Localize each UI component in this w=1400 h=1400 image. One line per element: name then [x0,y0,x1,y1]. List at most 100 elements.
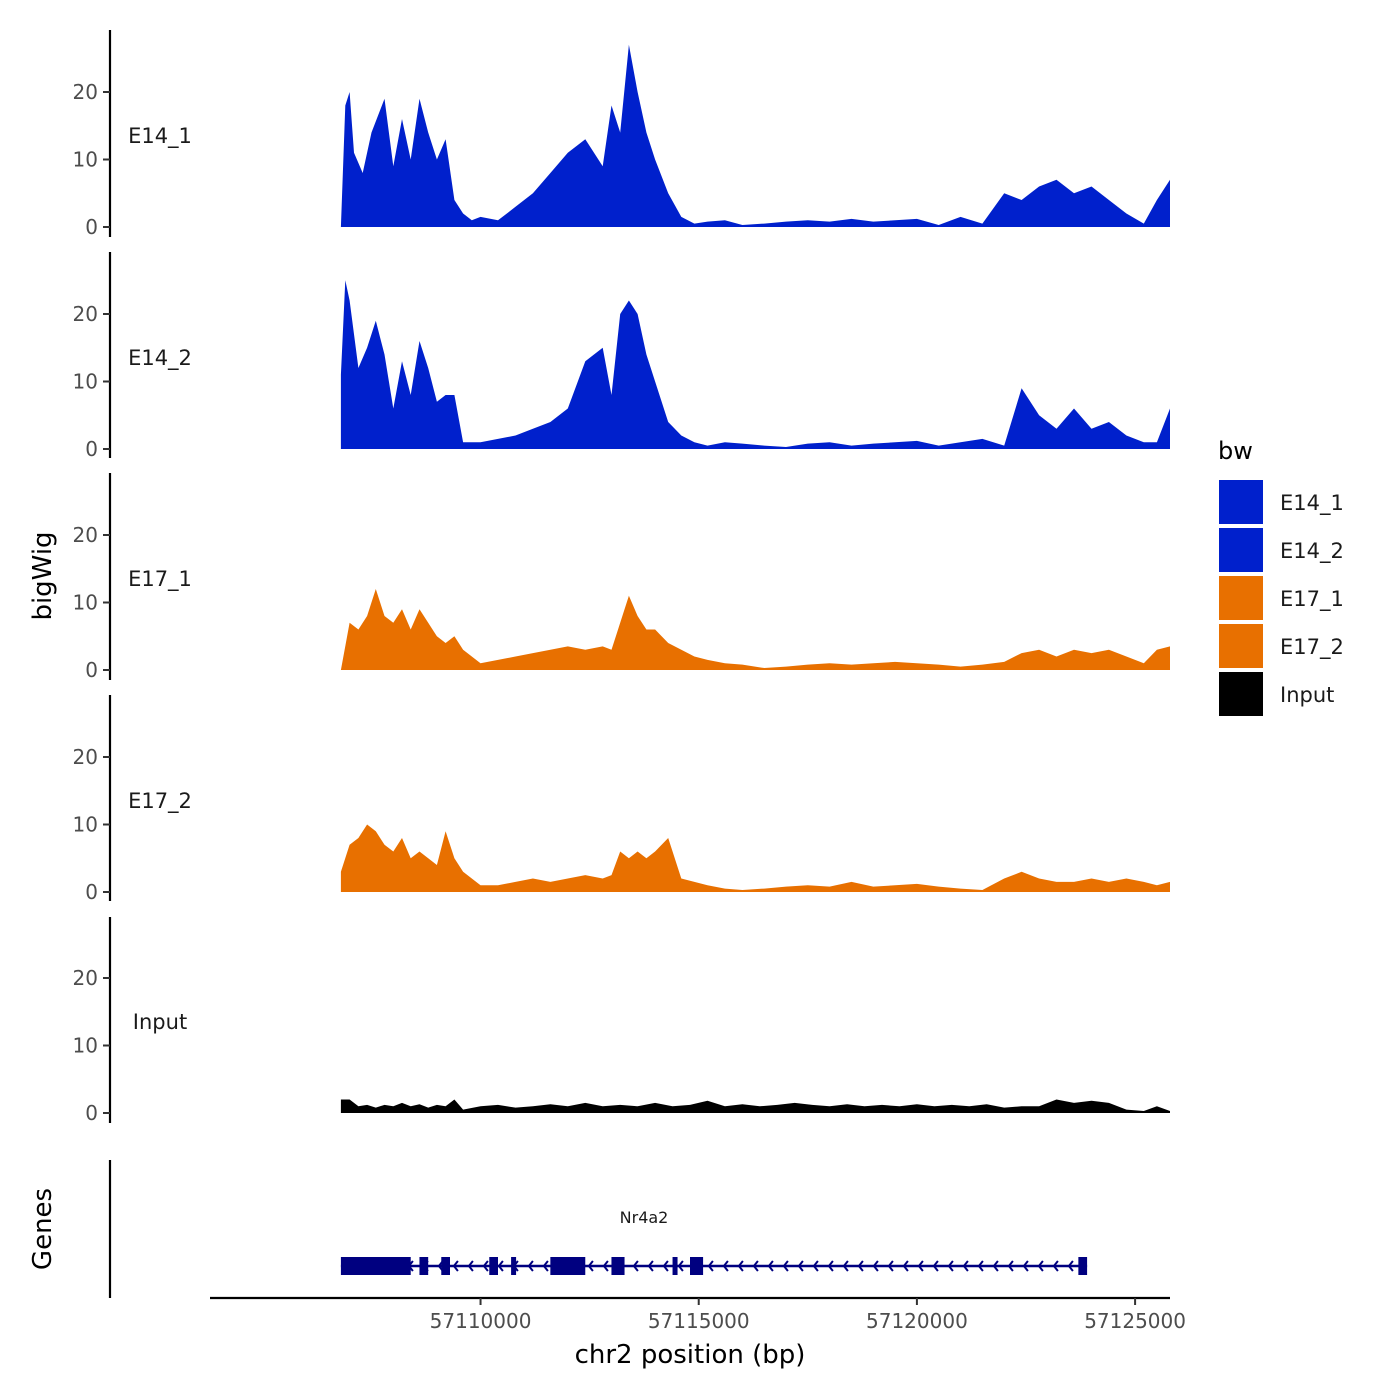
legend-label-Input: Input [1280,683,1334,707]
gene-models: Nr4a2 [340,1208,1088,1275]
gene-label: Nr4a2 [620,1208,669,1227]
legend-swatch-Input [1219,672,1263,716]
strand-arrow [482,1260,489,1272]
track-label-E17_1: E17_1 [128,567,192,592]
strand-arrow [722,1260,729,1272]
strand-arrow [527,1260,534,1272]
legend-items: E14_1 E14_2 E17_1 E17_2 Input [1219,480,1344,716]
legend-label-E17_1: E17_1 [1280,587,1344,612]
legend-title: bw [1218,437,1253,465]
y-tick-label-E14_2-10: 10 [73,370,98,394]
strand-arrow [587,1260,594,1272]
strand-arrow [632,1260,639,1272]
strand-arrow [677,1260,684,1272]
signal-area-Input [340,1099,1170,1113]
y-tick-label-E14_2-20: 20 [73,302,98,326]
y-tick-label-E17_2-20: 20 [73,745,98,769]
strand-arrow [962,1260,969,1272]
signal-area-E14_2 [340,280,1170,449]
strand-arrow [932,1260,939,1272]
exon-10 [1078,1257,1088,1275]
genes-axis-title: Genes [28,1188,58,1270]
x-axis-ticks: 57110000 57115000 57120000 57125000 [430,1298,1186,1333]
exon-6 [550,1257,586,1275]
strand-arrow [542,1260,549,1272]
strand-arrow [602,1260,609,1272]
x-tick-label-57115000: 57115000 [648,1309,750,1333]
y-axis-title: bigWig [28,531,58,620]
legend: bw E14_1 E14_2 E17_1 E17_2 Input [1218,437,1344,716]
legend-label-E17_2: E17_2 [1280,635,1344,660]
track-E14_2: 0 10 20 E14_2 [73,252,1170,461]
strand-arrow [1007,1260,1014,1272]
strand-arrow [467,1260,474,1272]
y-tick-label-E14_1-10: 10 [73,148,98,172]
track-E14_1: 0 10 20 E14_1 [73,30,1170,239]
y-tick-label-E14_1-0: 0 [85,215,98,239]
strand-arrow [497,1260,504,1272]
strand-arrow [917,1260,924,1272]
x-tick-label-57125000: 57125000 [1084,1309,1186,1333]
legend-swatch-E17_2 [1219,624,1263,668]
strand-arrow [767,1260,774,1272]
legend-label-E14_1: E14_1 [1280,491,1344,516]
strand-arrow [992,1260,999,1272]
y-tick-label-E14_1-20: 20 [73,80,98,104]
y-tick-label-E14_2-0: 0 [85,437,98,461]
track-label-Input: Input [133,1010,187,1034]
strand-arrow [782,1260,789,1272]
x-tick-label-57110000: 57110000 [430,1309,532,1333]
y-tick-label-Input-0: 0 [85,1101,98,1125]
gene-panel: Nr4a2 [108,1160,1088,1298]
y-tick-label-E17_1-20: 20 [73,523,98,547]
signal-area-E17_2 [340,824,1170,892]
x-tick-label-57120000: 57120000 [866,1309,968,1333]
strand-arrow [752,1260,759,1272]
y-tick-label-E17_1-10: 10 [73,591,98,615]
strand-arrow [1052,1260,1059,1272]
exon-4 [489,1257,498,1275]
strand-arrow [647,1260,654,1272]
x-axis-title: chr2 position (bp) [575,1340,806,1370]
exon-2 [419,1257,429,1275]
track-Input: 0 10 20 Input [73,917,1170,1125]
exon-7 [611,1257,625,1275]
track-E17_1: 0 10 20 E17_1 [73,473,1170,682]
y-tick-label-E17_2-10: 10 [73,813,98,837]
y-tick-label-Input-10: 10 [73,1034,98,1058]
strand-arrow [872,1260,879,1272]
exon-5 [511,1257,517,1275]
exon-9 [690,1257,704,1275]
strand-arrow [662,1260,669,1272]
exon-8 [672,1257,678,1275]
x-axis: 57110000 57115000 57120000 57125000 [210,1296,1186,1333]
strand-arrow [737,1260,744,1272]
gene-Nr4a2: Nr4a2 [340,1208,1088,1275]
strand-arrow [452,1260,459,1272]
legend-swatch-E14_1 [1219,480,1263,524]
exon-1 [340,1257,411,1275]
strand-arrow [707,1260,714,1272]
strand-arrow [1022,1260,1029,1272]
track-label-E17_2: E17_2 [128,789,192,814]
strand-arrow [947,1260,954,1272]
strand-arrow [842,1260,849,1272]
y-tick-label-Input-20: 20 [73,966,98,990]
exon-3 [441,1257,450,1275]
legend-label-E14_2: E14_2 [1280,539,1344,564]
strand-arrow [902,1260,909,1272]
y-tick-label-E17_2-0: 0 [85,880,98,904]
strand-arrow [857,1260,864,1272]
strand-arrow [812,1260,819,1272]
signal-area-E14_1 [340,44,1170,227]
strand-arrow [1067,1260,1074,1272]
strand-arrow [797,1260,804,1272]
strand-arrow [977,1260,984,1272]
strand-arrow [827,1260,834,1272]
signal-tracks: 0 10 20 E14_1 0 10 20 E14_2 0 10 20 E17_1 0 10 20 E17_2… [73,30,1170,1125]
strand-arrow [887,1260,894,1272]
legend-swatch-E14_2 [1219,528,1263,572]
signal-area-E17_1 [340,589,1170,670]
track-E17_2: 0 10 20 E17_2 [73,695,1170,904]
